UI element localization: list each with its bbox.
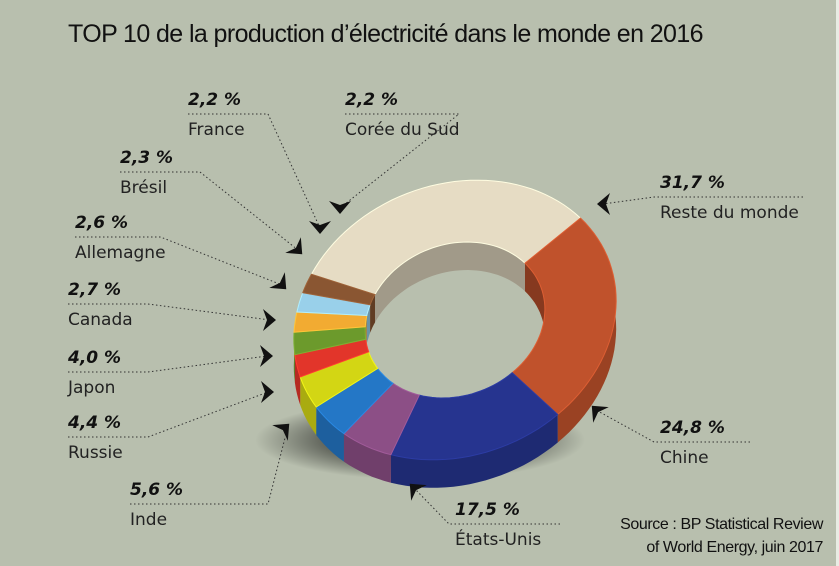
leader-line — [68, 303, 271, 321]
chevron-arrow-icon — [263, 309, 276, 331]
slice-category-label: Allemagne — [75, 243, 166, 263]
donut-slices — [293, 179, 617, 488]
slice-value-label: 17,5 % — [455, 500, 520, 520]
slice-category-label: Reste du monde — [660, 203, 799, 223]
slice-category-label: France — [188, 120, 245, 140]
slice-value-label: 2,3 % — [120, 148, 173, 168]
source-note: Source : BP Statistical Review of World … — [620, 513, 823, 559]
chevron-arrow-icon — [272, 423, 290, 441]
callout-reste-du-monde: 31,7 % Reste du monde — [597, 173, 803, 223]
slice-value-label: 24,8 % — [660, 418, 725, 438]
slice-category-label: États-Unis — [455, 528, 541, 550]
leader-line — [68, 391, 269, 438]
slice-side-3 — [343, 433, 391, 483]
slice-category-label: Brésil — [120, 178, 167, 198]
chart-title: TOP 10 de la production d’électricité da… — [68, 20, 704, 48]
leader-line — [75, 236, 283, 286]
slice-category-label: Canada — [68, 310, 133, 330]
chevron-arrow-icon — [329, 201, 351, 214]
leader-line — [188, 113, 321, 229]
slice-category-label: Chine — [660, 448, 709, 468]
leader-line — [602, 196, 803, 205]
chevron-arrow-icon — [285, 237, 303, 255]
slice-side-1 — [557, 218, 617, 443]
slice-side-7 — [293, 332, 295, 383]
source-line-1: Source : BP Statistical Review — [620, 516, 823, 533]
slice-category-label: Japon — [67, 378, 115, 398]
leader-line — [595, 409, 750, 443]
slice-category-label: Russie — [68, 443, 123, 463]
callout-japon: 4,0 % Japon — [67, 345, 273, 398]
slice-value-label: 2,2 % — [188, 90, 241, 110]
slice-value-label: 2,2 % — [345, 90, 398, 110]
leader-line — [68, 355, 268, 373]
callout--tats-unis: 17,5 % États-Unis — [409, 483, 560, 550]
chevron-arrow-icon — [260, 345, 273, 367]
slice-value-label: 2,6 % — [75, 213, 128, 233]
callout-france: 2,2 % France — [188, 90, 331, 234]
leader-line — [413, 487, 560, 525]
slice-category-label: Inde — [130, 510, 167, 530]
slice-value-label: 31,7 % — [660, 173, 725, 193]
slice-side-6 — [294, 354, 301, 405]
right-edge — [836, 0, 839, 566]
chevron-arrow-icon — [591, 405, 609, 423]
chevron-arrow-icon — [597, 193, 610, 215]
slice-value-label: 4,0 % — [67, 348, 121, 368]
chevron-arrow-icon — [269, 272, 287, 290]
chevron-arrow-icon — [261, 381, 274, 403]
chevron-arrow-icon — [309, 221, 331, 234]
callout-chine: 24,8 % Chine — [591, 405, 750, 468]
slice-value-label: 4,4 % — [67, 413, 121, 433]
callout-br-sil: 2,3 % Brésil — [120, 148, 303, 255]
callout-cor-e-du-sud: 2,2 % Corée du Sud — [329, 90, 461, 214]
callout-russie: 4,4 % Russie — [67, 381, 274, 463]
slice-inner-wall-0 — [375, 242, 525, 323]
callouts: 31,7 % Reste du monde 24,8 % Chine 17,5 % Éta… — [67, 90, 803, 550]
leader-line — [120, 171, 299, 251]
slice-side-2 — [390, 414, 558, 488]
callout-inde: 5,6 % Inde — [130, 423, 290, 530]
callout-allemagne: 2,6 % Allemagne — [75, 213, 287, 290]
source-line-2: of World Energy, juin 2017 — [646, 539, 823, 556]
slice-inner-wall-9 — [366, 304, 371, 344]
slice-cor-e-du-sud — [302, 273, 376, 306]
slice-value-label: 5,6 % — [130, 480, 183, 500]
chevron-arrow-icon — [409, 483, 427, 501]
slice-inner-wall-10 — [370, 294, 375, 333]
slice-side-5 — [300, 377, 317, 435]
callout-canada: 2,7 % Canada — [68, 280, 276, 331]
slice-side-4 — [316, 407, 344, 462]
slice-category-label: Corée du Sud — [345, 120, 460, 140]
slice-value-label: 2,7 % — [68, 280, 121, 300]
